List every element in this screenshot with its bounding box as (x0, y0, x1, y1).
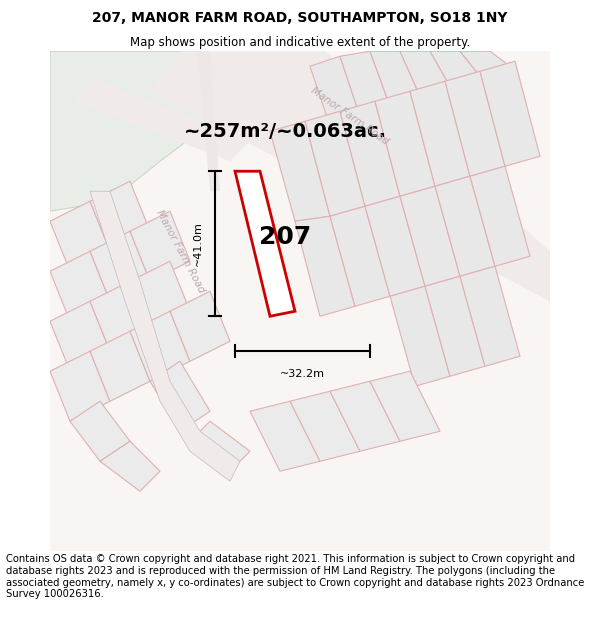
Polygon shape (295, 216, 355, 316)
Text: ~41.0m: ~41.0m (193, 221, 202, 266)
Polygon shape (430, 51, 480, 86)
Polygon shape (340, 51, 390, 116)
Polygon shape (290, 391, 360, 461)
Polygon shape (50, 251, 110, 321)
Polygon shape (370, 51, 420, 106)
Polygon shape (425, 276, 485, 376)
Polygon shape (130, 211, 190, 281)
Polygon shape (400, 186, 460, 286)
Polygon shape (75, 76, 250, 161)
Text: ~257m²/~0.063ac.: ~257m²/~0.063ac. (184, 122, 386, 141)
Polygon shape (100, 441, 160, 491)
Polygon shape (50, 51, 225, 211)
Polygon shape (330, 206, 390, 306)
Polygon shape (70, 401, 130, 461)
Text: Manor Farm Road: Manor Farm Road (154, 208, 206, 294)
Polygon shape (305, 111, 365, 216)
Polygon shape (435, 176, 495, 276)
Polygon shape (90, 231, 150, 301)
Text: Contains OS data © Crown copyright and database right 2021. This information is : Contains OS data © Crown copyright and d… (6, 554, 584, 599)
Polygon shape (90, 281, 150, 351)
Polygon shape (445, 71, 505, 176)
Polygon shape (480, 61, 540, 166)
Polygon shape (130, 261, 190, 331)
Polygon shape (250, 401, 320, 471)
Text: 207: 207 (259, 226, 311, 249)
Polygon shape (460, 266, 520, 366)
Polygon shape (170, 291, 230, 361)
Polygon shape (90, 191, 240, 481)
Polygon shape (460, 51, 510, 76)
Polygon shape (150, 361, 210, 431)
Polygon shape (470, 166, 530, 266)
Polygon shape (50, 201, 110, 271)
Polygon shape (400, 51, 450, 96)
Text: Manor Farm Road: Manor Farm Road (309, 86, 391, 147)
Polygon shape (365, 196, 425, 296)
Polygon shape (370, 371, 440, 441)
Polygon shape (375, 91, 435, 196)
Polygon shape (150, 51, 550, 301)
Polygon shape (235, 171, 295, 316)
Polygon shape (410, 81, 470, 186)
Polygon shape (330, 381, 400, 451)
Polygon shape (90, 181, 150, 251)
Polygon shape (390, 286, 450, 386)
Polygon shape (197, 51, 220, 191)
Polygon shape (190, 421, 250, 471)
Text: 207, MANOR FARM ROAD, SOUTHAMPTON, SO18 1NY: 207, MANOR FARM ROAD, SOUTHAMPTON, SO18 … (92, 11, 508, 25)
Polygon shape (50, 351, 110, 421)
Polygon shape (130, 311, 190, 381)
Text: Map shows position and indicative extent of the property.: Map shows position and indicative extent… (130, 36, 470, 49)
Polygon shape (270, 121, 330, 221)
Polygon shape (90, 331, 150, 401)
Text: ~32.2m: ~32.2m (280, 369, 325, 379)
Polygon shape (310, 56, 360, 126)
Polygon shape (50, 301, 110, 371)
Polygon shape (340, 101, 400, 206)
